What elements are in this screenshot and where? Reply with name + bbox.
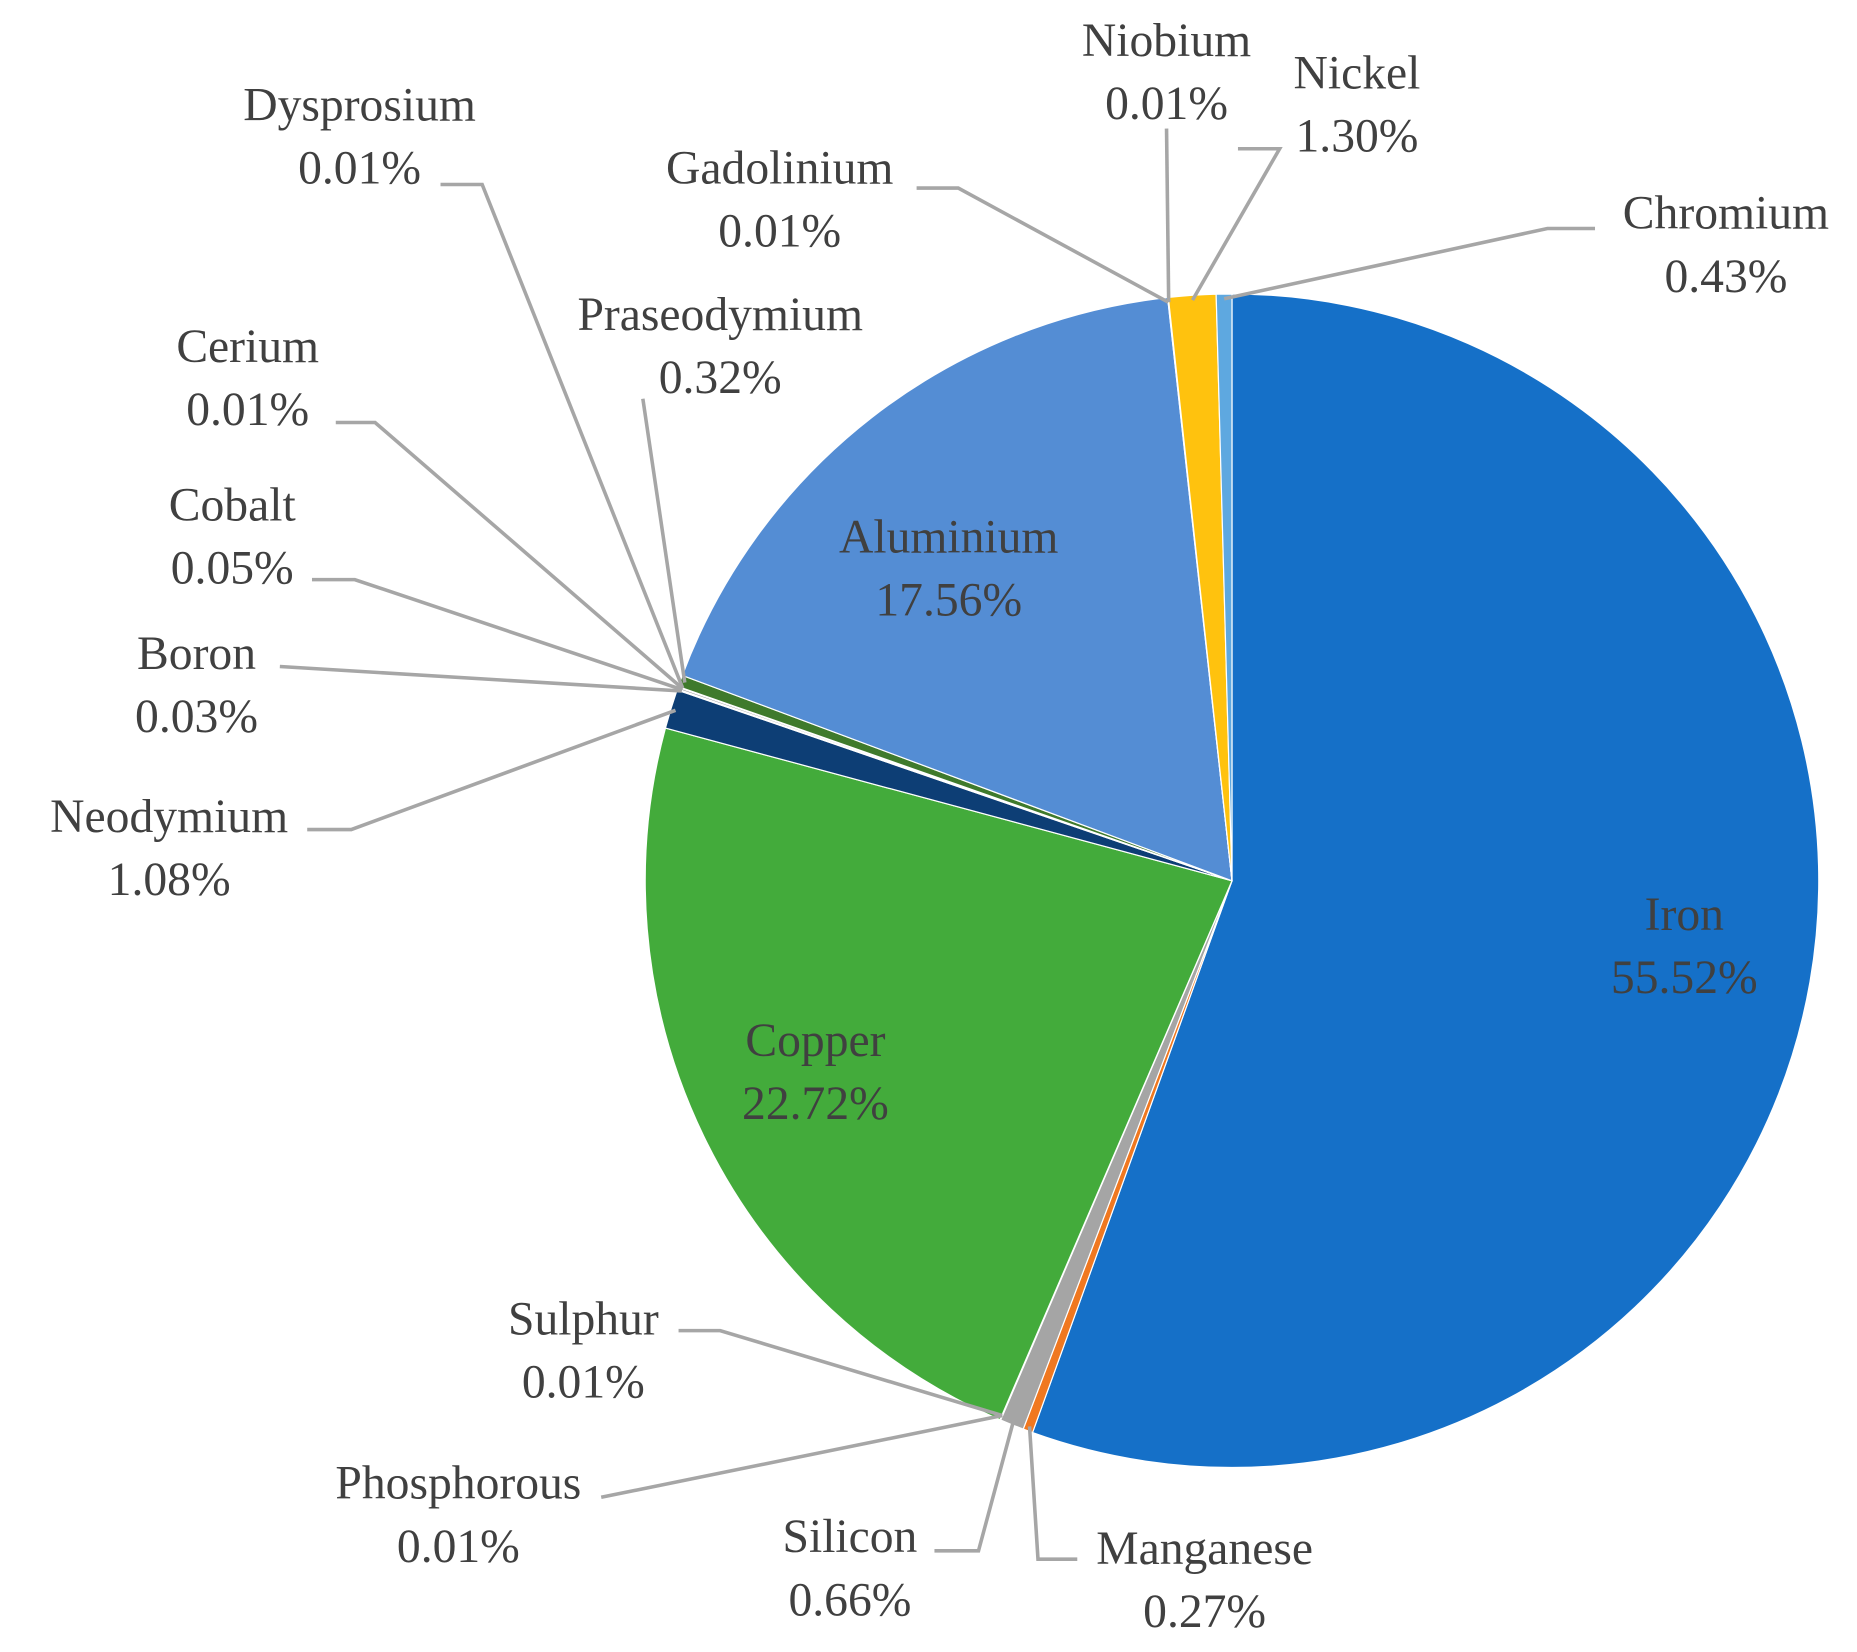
slice-label-value: 1.30% [1296,110,1419,162]
leader-line [307,708,677,832]
slice-label-value: 22.72% [742,1078,889,1130]
slice-label-name: Sulphur [508,1293,659,1345]
slice-label-value: 0.01% [522,1357,645,1409]
slice-label-name: Cerium [176,321,319,373]
leader-line [1190,146,1283,301]
leader-line [1223,226,1596,301]
leader-line [311,577,683,692]
slice-label-name: Praseodymium [577,289,863,341]
slice-label-value: 0.01% [186,384,309,436]
slice-label-value: 0.32% [659,352,782,404]
slice-label-value: 17.56% [875,575,1022,627]
leader-line [916,186,1170,304]
slice-label-value: 0.43% [1664,251,1787,303]
slice-label-name: Iron [1645,889,1724,941]
pie-slice [681,296,1233,882]
leader-line [934,1419,1016,1553]
slice-label-name: Boron [137,628,256,680]
pie-slice [644,727,1233,1421]
slice-label-value: 0.01% [1105,78,1228,130]
slice-label-name: Phosphorous [335,1458,581,1510]
leader-line [335,420,684,690]
slice-label-value: 0.01% [397,1521,520,1573]
leader-line [279,664,682,693]
slice-label-name: Niobium [1082,15,1251,67]
slice-label-name: Aluminium [839,511,1058,563]
pie-slice [1215,293,1233,881]
slice-label-value: 1.08% [108,854,231,906]
slice-label-value: 0.05% [171,542,294,594]
leader-line [641,398,687,683]
slice-label-name: Nickel [1294,47,1421,99]
leader-line [1027,1426,1078,1561]
slice-label-value: 0.66% [788,1574,911,1626]
leader-line [1164,128,1171,303]
slice-label-value: 0.01% [718,206,841,258]
slice-label-value: 0.03% [135,691,258,743]
slice-label-name: Neodymium [50,791,288,843]
slice-label-value: 0.01% [298,143,421,195]
leader-line [678,1328,1003,1418]
slice-label-name: Chromium [1623,188,1829,240]
slice-label-name: Silicon [783,1511,918,1563]
slice-label-name: Manganese [1096,1523,1313,1575]
leader-line [600,1413,1003,1500]
slice-label-value: 0.27% [1143,1586,1266,1638]
leader-line [440,182,685,689]
slice-label-name: Gadolinium [666,143,893,195]
slice-label-value: 55.52% [1611,952,1758,1004]
pie-slice [1031,293,1820,1469]
slice-label-name: Copper [745,1015,885,1067]
slice-label-name: Dysprosium [243,79,476,131]
slice-label-name: Cobalt [169,479,296,531]
